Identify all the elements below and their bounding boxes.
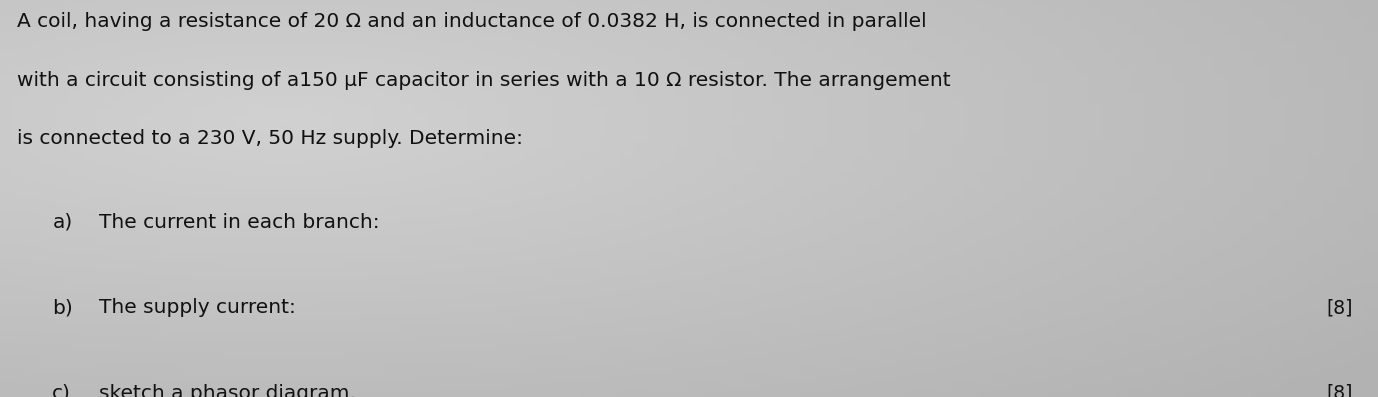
- Text: b): b): [52, 298, 73, 317]
- Text: [8]: [8]: [1327, 384, 1353, 397]
- Text: A coil, having a resistance of 20 Ω and an inductance of 0.0382 H, is connected : A coil, having a resistance of 20 Ω and …: [17, 12, 926, 31]
- Text: with a circuit consisting of a150 μF capacitor in series with a 10 Ω resistor. T: with a circuit consisting of a150 μF cap…: [17, 71, 951, 90]
- Text: sketch a phasor diagram.: sketch a phasor diagram.: [99, 384, 356, 397]
- Text: The current in each branch:: The current in each branch:: [99, 213, 380, 232]
- Text: The supply current:: The supply current:: [99, 298, 296, 317]
- Text: a): a): [52, 213, 73, 232]
- Text: is connected to a 230 V, 50 Hz supply. Determine:: is connected to a 230 V, 50 Hz supply. D…: [17, 129, 522, 148]
- Text: [8]: [8]: [1327, 298, 1353, 317]
- Text: c): c): [52, 384, 72, 397]
